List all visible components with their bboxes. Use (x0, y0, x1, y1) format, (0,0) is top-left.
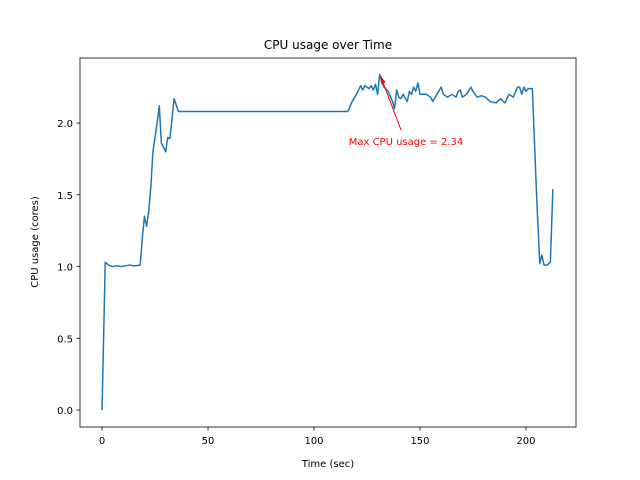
y-tick-label: 1.0 (57, 263, 73, 274)
y-tick-label: 2.0 (57, 119, 73, 130)
line (101, 73, 554, 411)
x-tick-label: 50 (202, 436, 215, 447)
plot-frame (79, 57, 577, 428)
x-tick-label: 0 (99, 436, 105, 447)
y-tick-label: 0.0 (57, 406, 73, 417)
annotation-arrowhead (380, 76, 386, 85)
x-axis-label: Time (sec) (301, 459, 354, 470)
annotation-arrow (380, 76, 402, 131)
chart-title: CPU usage over Time (264, 38, 392, 52)
y-tick-label: 0.5 (57, 334, 73, 345)
x-tick-label: 200 (516, 436, 535, 447)
annotation-text: Max CPU usage = 2.34 (349, 137, 464, 148)
x-tick-label: 100 (304, 436, 323, 447)
y-axis-label: CPU usage (cores) (30, 196, 41, 288)
y-tick-label: 1.5 (57, 191, 73, 202)
x-tick-label: 150 (410, 436, 429, 447)
